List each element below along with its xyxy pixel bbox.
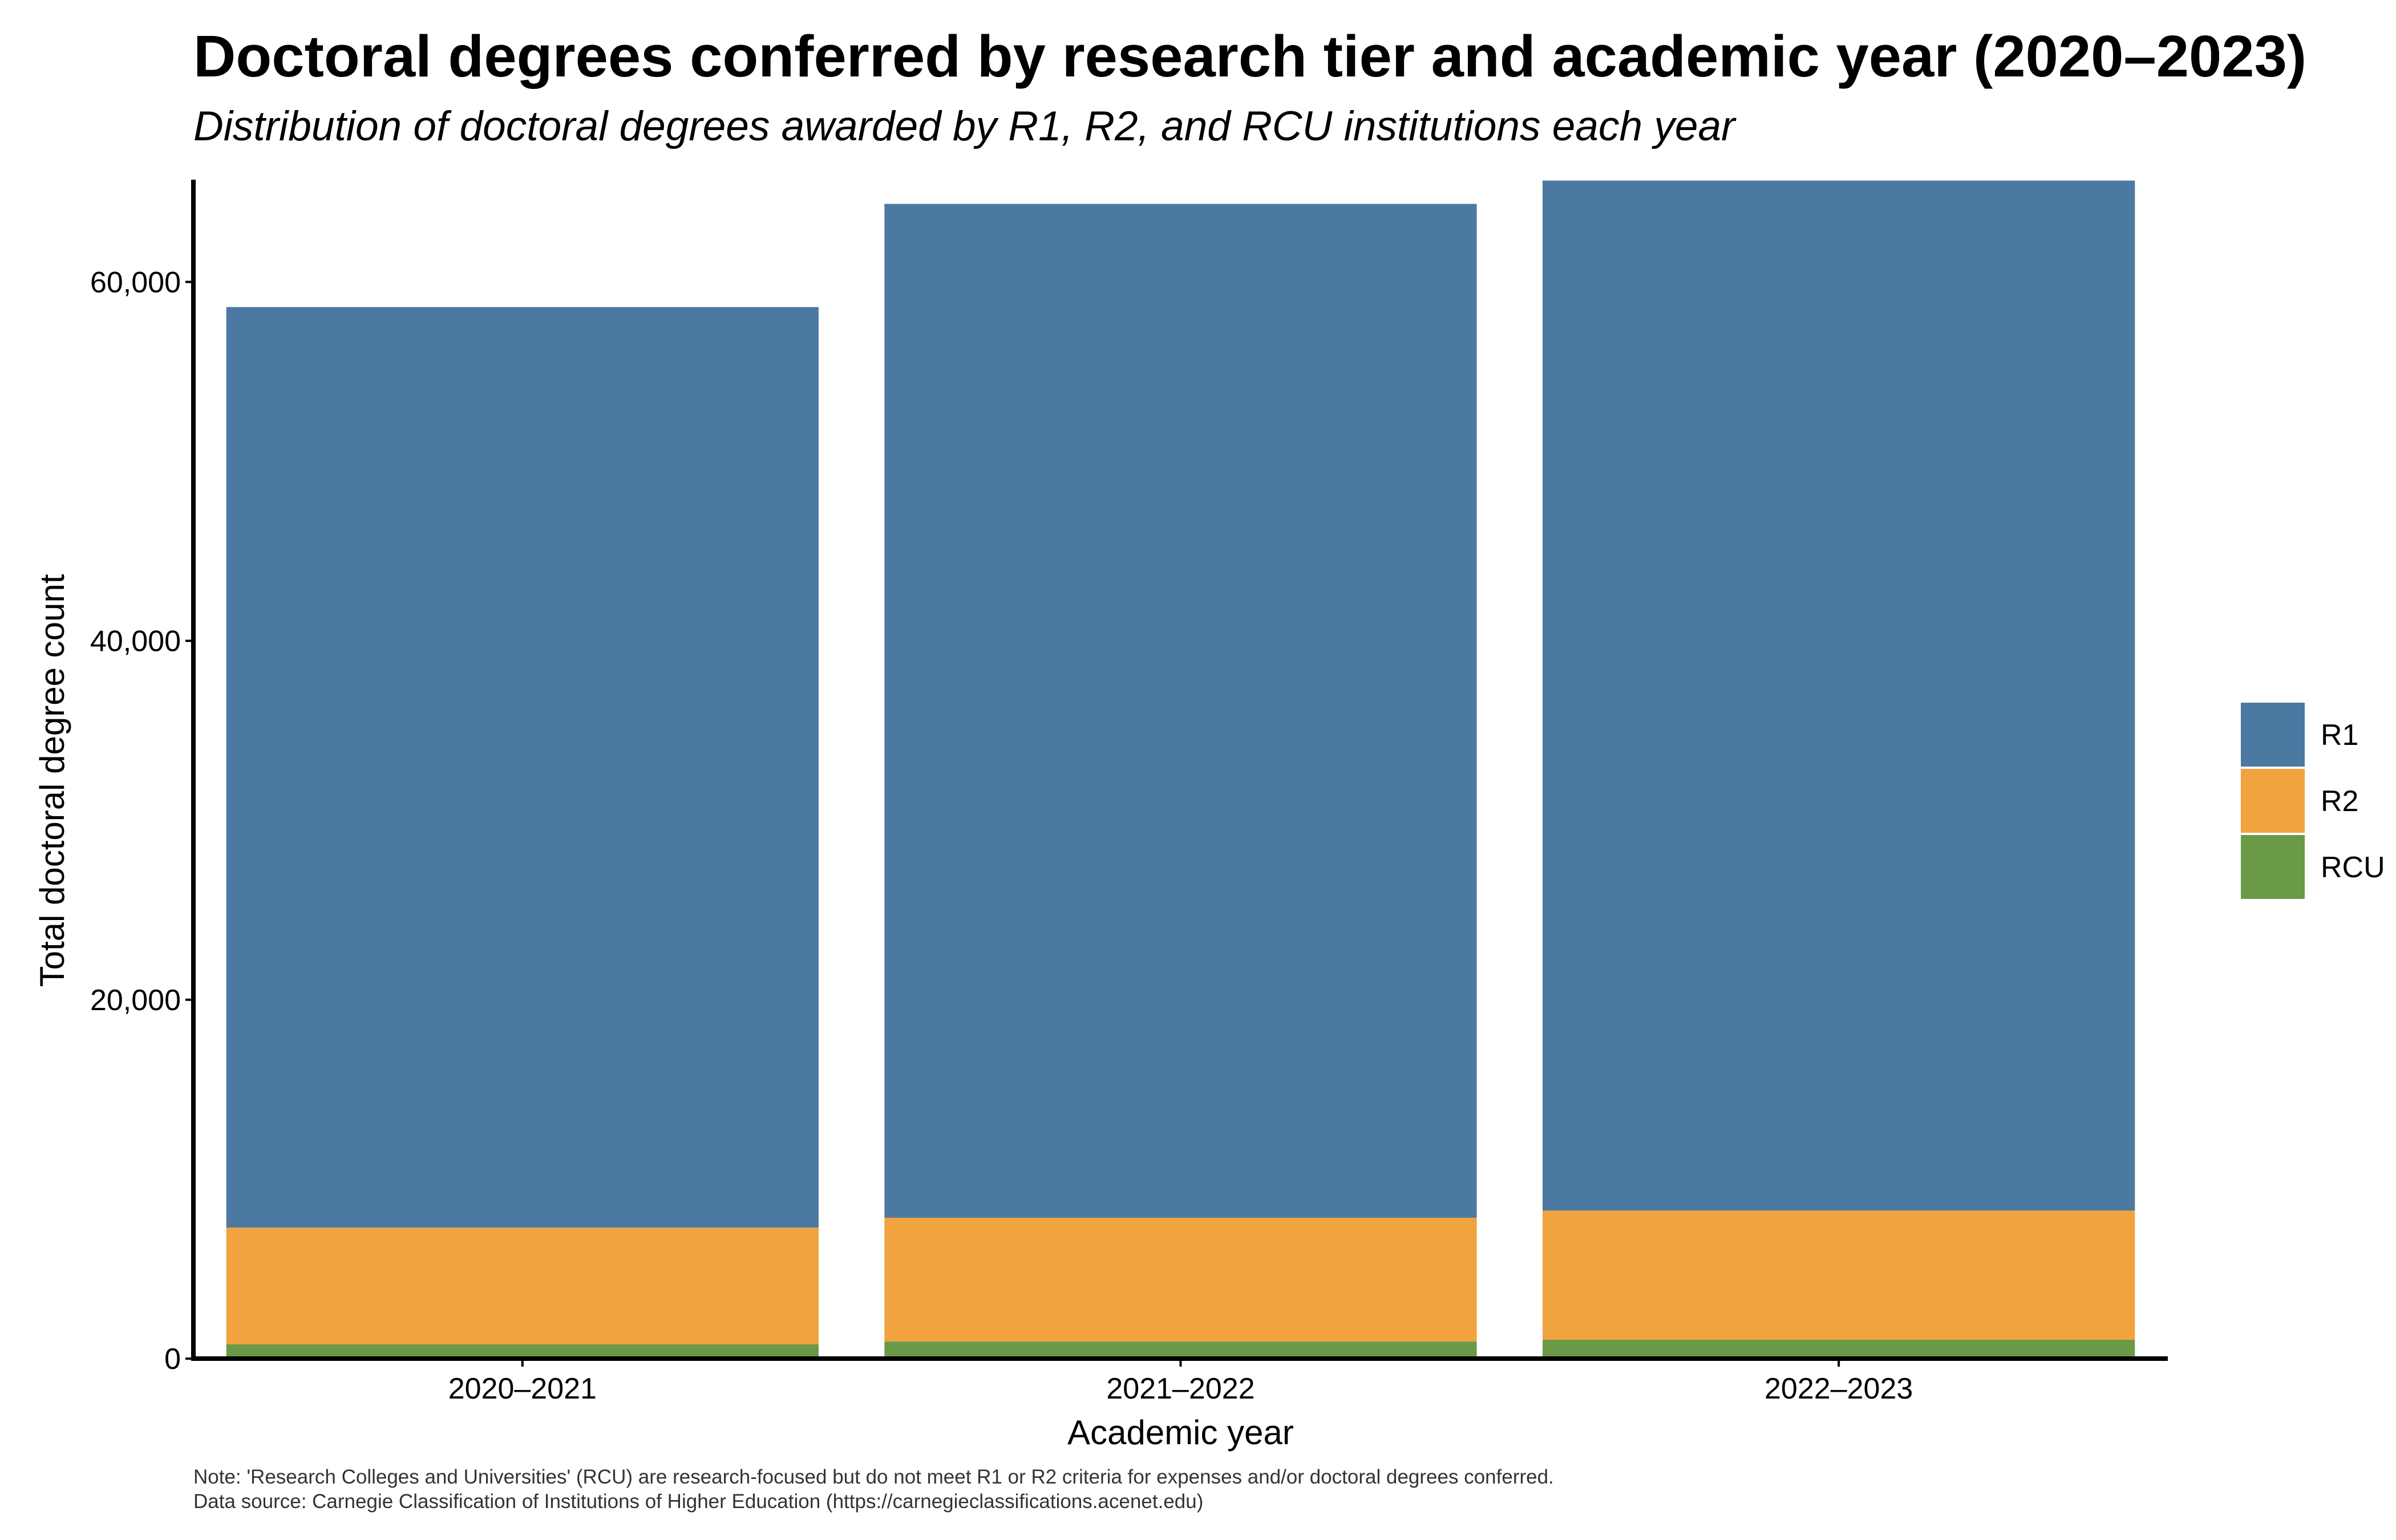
bar-r1-2021-2022 [884,204,1477,1218]
bar-r1-2020-2021 [226,307,819,1228]
legend-label-r1: R1 [2321,719,2358,752]
y-axis-title: Total doctoral degree count [33,574,71,987]
x-tick-label: 2022–2023 [1764,1372,1913,1405]
bar-r2-2021-2022 [884,1218,1477,1342]
x-tick-label: 2021–2022 [1106,1372,1254,1405]
legend-label-r2: R2 [2321,785,2358,818]
x-tick-label: 2020–2021 [448,1372,597,1405]
legend-key-rcu [2241,835,2305,899]
legend-key-r1 [2241,703,2305,767]
y-tick-label: 40,000 [90,625,181,658]
chart-title: Doctoral degrees conferred by research t… [193,23,2307,89]
bar-rcu-2022-2023 [1543,1339,2135,1359]
chart-subtitle: Distribution of doctoral degrees awarded… [193,103,1735,149]
data-source-note: Data source: Carnegie Classification of … [193,1490,1204,1513]
bars-layer [226,180,2135,1359]
legend: R1 R2 RCU [2241,703,2385,899]
bar-r1-2022-2023 [1543,180,2135,1211]
x-axis-title: Academic year [1067,1413,1294,1452]
legend-label-rcu: RCU [2321,851,2385,884]
legend-key-r2 [2241,769,2305,833]
axes-layer: 2020–2021 2021–2022 2022–2023 0 20,000 40,000… [33,180,2168,1452]
y-tick-label: 20,000 [90,984,181,1017]
bar-r2-2020-2021 [226,1227,819,1344]
chart-note: Note: 'Research Colleges and Universitie… [193,1466,1554,1488]
bar-r2-2022-2023 [1543,1210,2135,1340]
y-tick-label: 60,000 [90,266,181,299]
bar-rcu-2021-2022 [884,1342,1477,1359]
y-tick-label: 0 [164,1343,181,1376]
bar-rcu-2020-2021 [226,1344,819,1359]
